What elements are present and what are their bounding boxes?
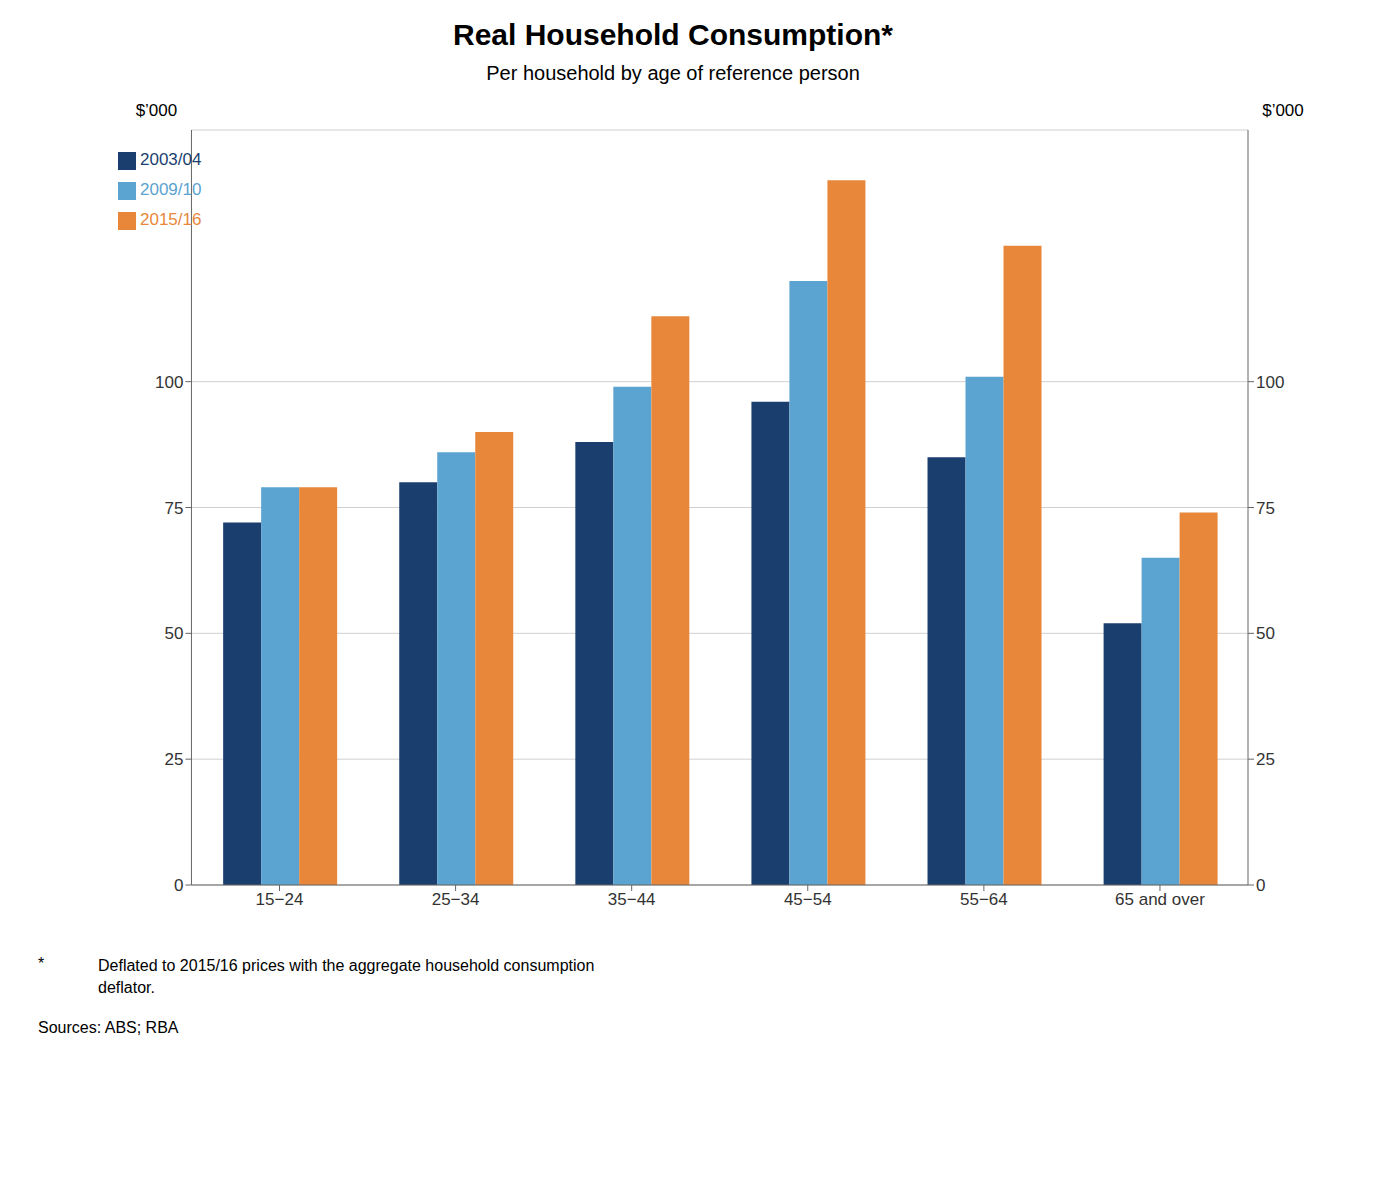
html-text:Real Household Consumption*: Real Household Consumption*	[453, 18, 893, 51]
svg-text:0: 0	[1256, 876, 1265, 895]
svg-text:$’000: $’000	[1262, 101, 1304, 120]
svg-text:75: 75	[165, 499, 184, 518]
svg-text:55−64: 55−64	[960, 890, 1008, 909]
svg-text:15−24: 15−24	[256, 890, 304, 909]
svg-text:75: 75	[1256, 499, 1275, 518]
svg-text:50: 50	[1256, 624, 1275, 643]
svg-text:35−44: 35−44	[608, 890, 656, 909]
svg-text:100: 100	[1256, 373, 1284, 392]
html-text:2009/10: 2009/10	[140, 180, 202, 199]
svg-text:25−34: 25−34	[432, 890, 480, 909]
svg-text:0: 0	[174, 876, 183, 895]
html-text:Per household by age of refere: Per household by age of reference person	[486, 62, 860, 84]
svg-text:65 and over: 65 and over	[1115, 890, 1205, 909]
html-text:Deflated to 2015/16 prices wit: Deflated to 2015/16 prices with the aggr…	[98, 957, 595, 996]
html-text:2015/16: 2015/16	[140, 210, 202, 229]
svg-text:25: 25	[1256, 750, 1275, 769]
svg-text:100: 100	[155, 373, 183, 392]
svg-text:25: 25	[165, 750, 184, 769]
html-text:Sources: ABS; RBA: Sources: ABS; RBA	[38, 1019, 179, 1036]
svg-text:$’000: $’000	[136, 101, 178, 120]
svg-text:45−54: 45−54	[784, 890, 832, 909]
html-text:2003/04: 2003/04	[140, 150, 202, 169]
svg-text:50: 50	[165, 624, 184, 643]
